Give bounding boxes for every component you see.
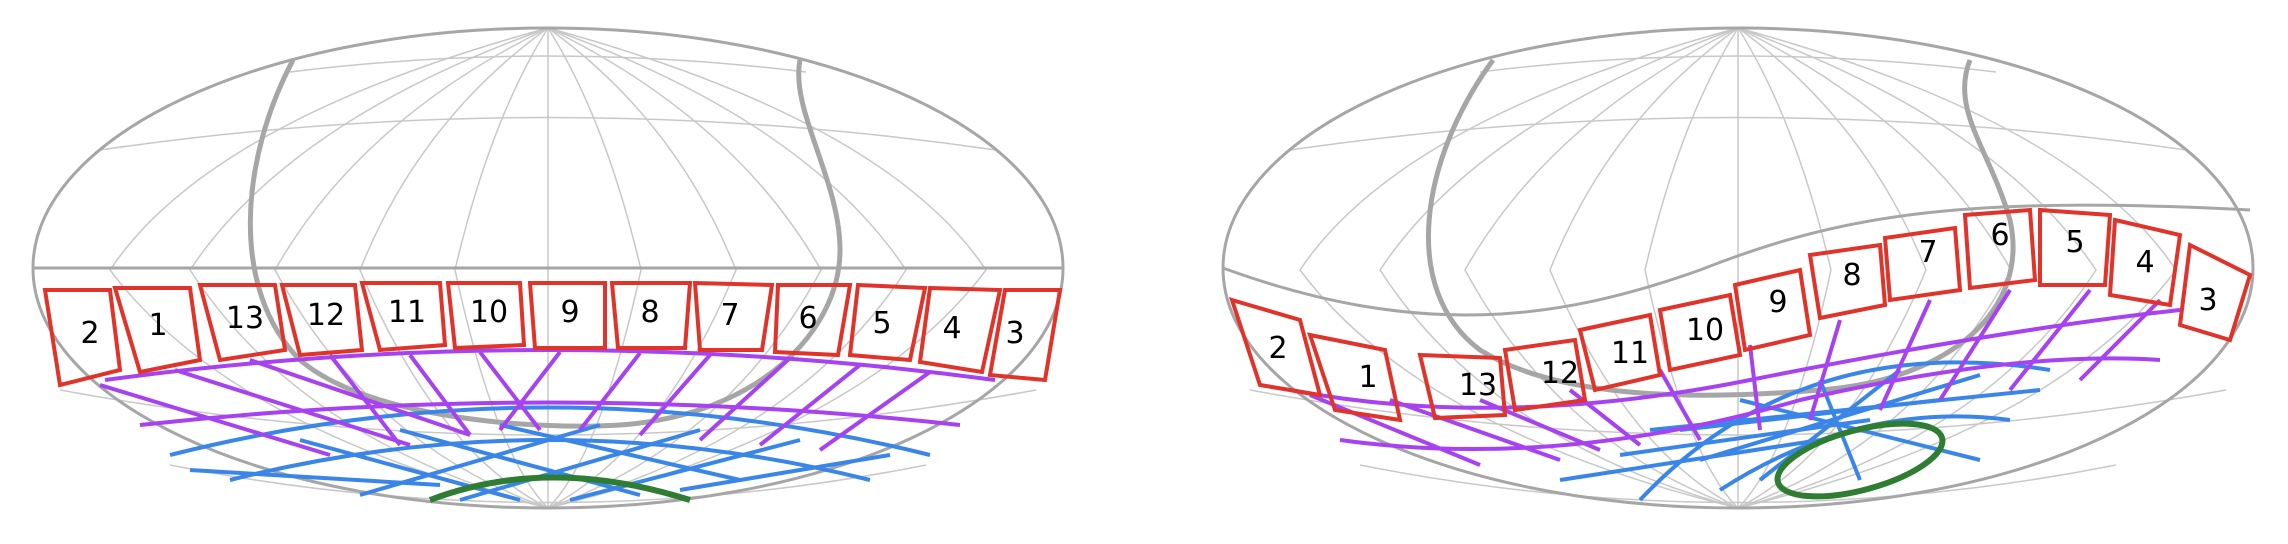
left-tile-label: 11	[388, 295, 426, 330]
left-tile-shape	[772, 283, 853, 358]
right-tile-label: 13	[1459, 368, 1497, 403]
left-tile-shape	[445, 281, 527, 351]
left-purple-ring	[99, 348, 996, 457]
left-tile-shape	[527, 281, 607, 350]
left-tile-label: 6	[798, 301, 817, 336]
left-tile-shape	[279, 283, 365, 358]
left-tile-shape	[692, 280, 775, 352]
right-tile-shape	[1657, 292, 1743, 373]
right-tile-shape	[2177, 241, 2253, 343]
right-green-ring	[1774, 420, 1946, 500]
right-tile-shape	[1807, 242, 1888, 321]
left-tile-label: 2	[80, 316, 99, 351]
right-tile-label: 8	[1842, 258, 1861, 293]
left-tile-shape	[197, 283, 288, 363]
left-tile-shape	[917, 285, 1003, 375]
right-tile-labels: 2 1 13 12 11 10 9 8 7 6 5 4 3	[1268, 218, 2217, 403]
right-tile-shape	[2038, 207, 2113, 287]
left-tile-label: 10	[470, 295, 508, 330]
right-purple-ring	[1289, 288, 2181, 467]
right-tile-label: 7	[1918, 235, 1937, 270]
right-tile-shape	[1962, 207, 2038, 291]
left-tile-label: 5	[872, 306, 891, 341]
left-tile-label: 3	[1005, 316, 1024, 351]
left-blue-ring	[169, 405, 931, 502]
left-tile-shape	[42, 288, 123, 388]
left-tile-label: 1	[148, 308, 167, 343]
left-tile-labels: 2 1 13 12 11 10 9 8 7 6 5 4 3	[80, 295, 1024, 351]
left-green-ring	[428, 474, 691, 503]
right-tile-label: 12	[1541, 356, 1579, 391]
right-tile-label: 5	[2065, 225, 2084, 260]
left-tile-label: 7	[720, 298, 739, 333]
right-red-tiles	[1228, 207, 2253, 423]
right-tile-shape	[1417, 352, 1508, 421]
right-tile-shape	[1228, 297, 1323, 398]
right-tile-shape	[2107, 217, 2183, 308]
right-tile-label: 1	[1358, 360, 1377, 395]
right-tile-shape	[1732, 267, 1813, 353]
left-tile-label: 8	[640, 295, 659, 330]
left-galactic-plane	[247, 58, 843, 429]
left-panel: 2 1 13 12 11 10 9 8 7 6 5 4 3	[31, 26, 1065, 510]
left-tile-shape	[112, 286, 203, 375]
right-tile-label: 2	[1268, 331, 1287, 366]
right-tile-label: 6	[1990, 218, 2009, 253]
left-tile-label: 4	[942, 311, 961, 346]
right-tile-shape	[1307, 332, 1403, 423]
left-tile-label: 9	[560, 295, 579, 330]
right-tile-shape	[1882, 225, 1963, 303]
right-tile-label: 11	[1611, 336, 1649, 371]
right-tile-shape	[1502, 337, 1588, 413]
right-tile-label: 4	[2135, 245, 2154, 280]
right-tile-shape	[1577, 312, 1663, 393]
left-tile-shape	[609, 281, 693, 350]
left-red-tiles	[42, 280, 1063, 388]
right-tile-label: 9	[1768, 285, 1787, 320]
right-panel: 2 1 13 12 11 10 9 8 7 6 5 4 3	[1221, 26, 2255, 510]
right-tile-label: 10	[1686, 313, 1724, 348]
left-tile-shape	[847, 282, 928, 363]
right-tilted-equator	[1222, 203, 2251, 317]
left-tile-shape	[359, 281, 448, 353]
left-tile-shape	[987, 288, 1063, 383]
left-tile-label: 12	[307, 298, 345, 333]
right-graticule	[1249, 27, 2227, 509]
left-tile-label: 13	[226, 301, 264, 336]
right-tile-label: 3	[2198, 283, 2217, 318]
